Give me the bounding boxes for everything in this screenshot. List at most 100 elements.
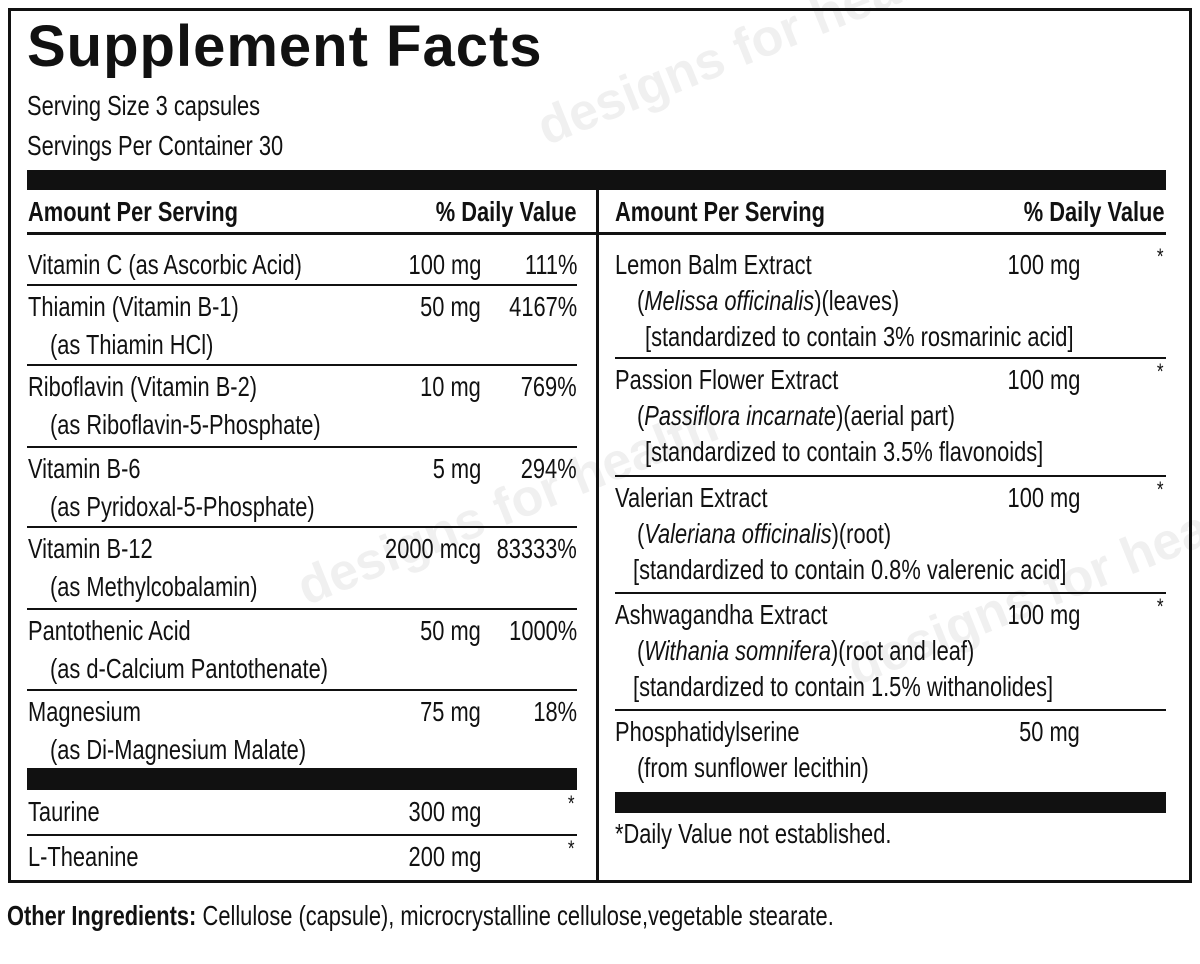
ingredient-source: (from sunflower lecithin) bbox=[637, 751, 869, 785]
source-text: )(root) bbox=[831, 518, 892, 549]
ingredient-source: (Withania somnifera)(root and leaf) bbox=[637, 634, 974, 668]
column-header: Amount Per Serving bbox=[615, 196, 825, 227]
nutrient-name: Pantothenic Acid bbox=[28, 615, 191, 646]
ingredient-source: (Passiflora incarnate)(aerial part) bbox=[637, 399, 955, 433]
source-text: ( bbox=[637, 285, 645, 316]
ingredient-name: Ashwagandha Extract bbox=[615, 599, 828, 630]
source-text: )(root and leaf) bbox=[831, 635, 975, 666]
standardization: [standardized to contain 3.5% flavonoids… bbox=[645, 436, 1044, 467]
daily-value: 4167% bbox=[508, 291, 577, 322]
amount: 50 mg bbox=[1019, 716, 1080, 747]
nutrient-name: (as Di-Magnesium Malate) bbox=[50, 734, 307, 765]
title: Supplement Facts bbox=[27, 14, 543, 79]
daily-value: 769% bbox=[521, 371, 577, 402]
border bbox=[1189, 8, 1192, 883]
nutrient-name: (as d-Calcium Pantothenate) bbox=[50, 653, 328, 684]
servings-per-container: Servings Per Container 30 bbox=[27, 130, 284, 161]
row-rule bbox=[615, 592, 1166, 594]
row-rule bbox=[27, 608, 577, 610]
column-header: Amount Per Serving bbox=[28, 196, 238, 227]
daily-value: * bbox=[568, 836, 575, 861]
column-header: % Daily Value bbox=[436, 196, 577, 227]
column-divider bbox=[596, 190, 599, 880]
other-ingredients-label: Other Ingredients: bbox=[7, 900, 197, 931]
amount: 100 mg bbox=[408, 249, 481, 280]
amount: 100 mg bbox=[1007, 482, 1080, 513]
nutrient-name: (as Pyridoxal-5-Phosphate) bbox=[50, 491, 315, 522]
nutrient-name: Taurine bbox=[28, 796, 100, 827]
nutrient-name: L-Theanine bbox=[28, 841, 139, 872]
latin-name: Melissa officinalis bbox=[644, 285, 815, 316]
amount: 2000 mcg bbox=[385, 533, 481, 564]
nutrient-name: (as Riboflavin-5-Phosphate) bbox=[50, 409, 321, 440]
amount: 100 mg bbox=[1007, 599, 1080, 630]
nutrient-name: Vitamin B-12 bbox=[28, 533, 153, 564]
nutrient-name: (as Methylcobalamin) bbox=[50, 571, 258, 602]
amount: 10 mg bbox=[420, 371, 481, 402]
column-header: % Daily Value bbox=[1024, 196, 1165, 227]
amount: 200 mg bbox=[408, 841, 481, 872]
row-rule bbox=[615, 475, 1166, 477]
nutrient-name: Thiamin (Vitamin B-1) bbox=[28, 291, 239, 322]
daily-value: 294% bbox=[521, 453, 577, 484]
border bbox=[8, 8, 1192, 11]
amount: 75 mg bbox=[420, 696, 481, 727]
other-ingredients-text: Cellulose (capsule), microcrystalline ce… bbox=[202, 900, 834, 931]
daily-value: * bbox=[1157, 594, 1164, 619]
amount: 100 mg bbox=[1007, 249, 1080, 280]
source-text: )(aerial part) bbox=[836, 400, 956, 431]
daily-value: 1000% bbox=[508, 615, 577, 646]
border bbox=[8, 880, 1192, 883]
nutrient-name: (as Thiamin HCl) bbox=[50, 329, 214, 360]
source-text: )(leaves) bbox=[814, 285, 900, 316]
latin-name: Valeriana officinalis bbox=[644, 518, 832, 549]
source-text: ( bbox=[637, 518, 645, 549]
row-rule bbox=[27, 284, 577, 286]
source-text: (from sunflower lecithin) bbox=[637, 752, 869, 783]
daily-value: 83333% bbox=[496, 533, 577, 564]
row-rule bbox=[27, 526, 577, 528]
amount: 5 mg bbox=[432, 453, 481, 484]
standardization: [standardized to contain 0.8% valerenic … bbox=[633, 554, 1067, 585]
amount: 300 mg bbox=[408, 796, 481, 827]
row-rule bbox=[27, 689, 577, 691]
nutrient-name: Vitamin B-6 bbox=[28, 453, 141, 484]
row-rule bbox=[27, 364, 577, 366]
footnote: *Daily Value not established. bbox=[615, 818, 892, 849]
ingredient-source: (Valeriana officinalis)(root) bbox=[637, 517, 891, 551]
serving-size: Serving Size 3 capsules bbox=[27, 90, 261, 121]
other-ingredients: Other Ingredients: Cellulose (capsule), m… bbox=[7, 899, 834, 933]
ingredient-name: Passion Flower Extract bbox=[615, 364, 839, 395]
thick-bar bbox=[27, 768, 577, 790]
standardization: [standardized to contain 1.5% withanolid… bbox=[633, 671, 1054, 702]
latin-name: Passiflora incarnate bbox=[644, 400, 837, 431]
source-text: ( bbox=[637, 635, 645, 666]
amount: 50 mg bbox=[420, 615, 481, 646]
nutrient-name: Magnesium bbox=[28, 696, 141, 727]
daily-value: * bbox=[568, 791, 575, 816]
row-rule bbox=[615, 709, 1166, 711]
watermark: designs for health bbox=[529, 0, 967, 157]
daily-value: 111% bbox=[524, 249, 577, 280]
latin-name: Withania somnifera bbox=[644, 635, 832, 666]
thick-bar bbox=[615, 792, 1166, 813]
daily-value: * bbox=[1157, 477, 1164, 502]
row-rule bbox=[27, 834, 577, 836]
ingredient-name: Lemon Balm Extract bbox=[615, 249, 812, 280]
standardization: [standardized to contain 3% rosmarinic a… bbox=[645, 321, 1074, 352]
amount: 50 mg bbox=[420, 291, 481, 322]
ingredient-name: Phosphatidylserine bbox=[615, 716, 800, 747]
daily-value: * bbox=[1157, 244, 1164, 269]
daily-value: * bbox=[1157, 359, 1164, 384]
thick-bar bbox=[27, 170, 1166, 190]
ingredient-source: (Melissa officinalis)(leaves) bbox=[637, 284, 899, 318]
nutrient-name: Riboflavin (Vitamin B-2) bbox=[28, 371, 258, 402]
border bbox=[8, 8, 11, 883]
source-text: ( bbox=[637, 400, 645, 431]
nutrient-name: Vitamin C (as Ascorbic Acid) bbox=[28, 249, 302, 280]
row-rule bbox=[27, 446, 577, 448]
daily-value: 18% bbox=[533, 696, 577, 727]
amount: 100 mg bbox=[1007, 364, 1080, 395]
ingredient-name: Valerian Extract bbox=[615, 482, 768, 513]
